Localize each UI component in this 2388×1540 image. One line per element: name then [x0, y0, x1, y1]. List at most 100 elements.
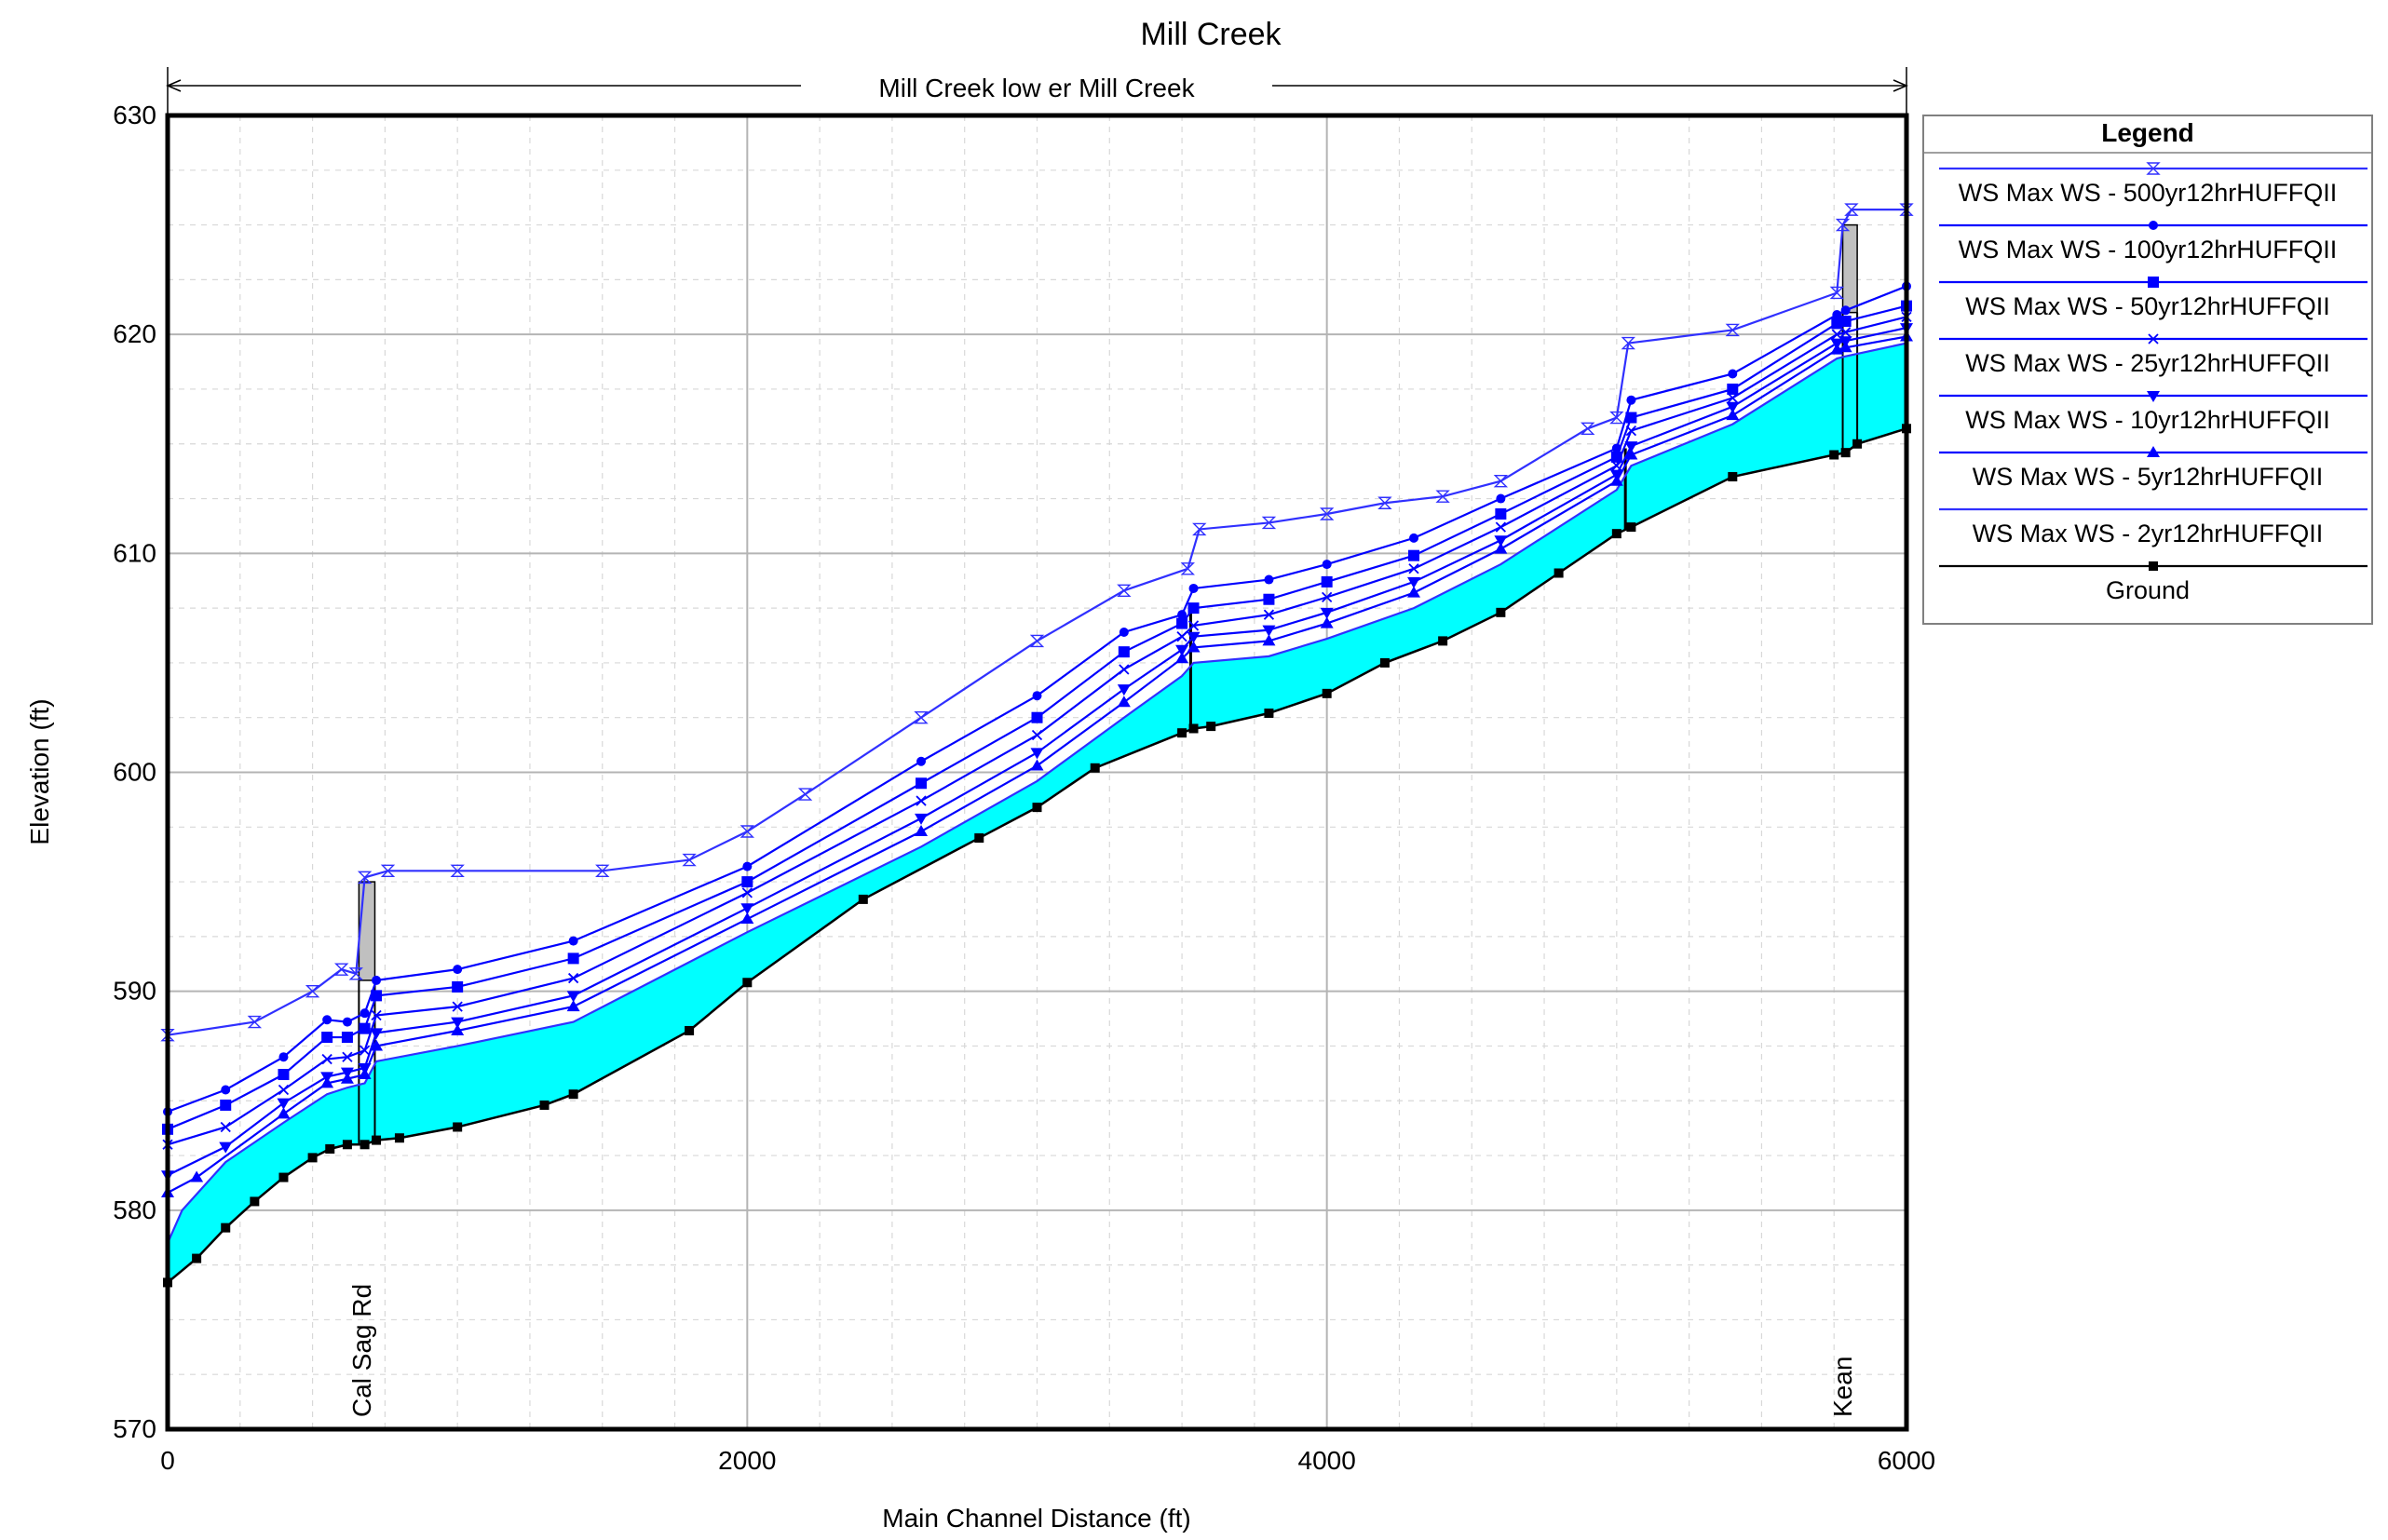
data-point	[1838, 336, 1852, 348]
data-point	[1611, 529, 1621, 539]
legend-entry: WS Max WS - 10yr12hrHUFFQII	[1939, 391, 2368, 434]
data-point	[1496, 607, 1506, 617]
data-point	[219, 1141, 233, 1154]
data-point	[1177, 610, 1187, 620]
data-point	[1188, 583, 1199, 593]
series-4	[161, 323, 1913, 1182]
data-point	[348, 967, 363, 980]
data-point	[566, 1000, 580, 1012]
data-point	[325, 1143, 335, 1154]
data-point	[1610, 451, 1622, 463]
data-point	[1118, 646, 1130, 658]
data-point	[307, 1153, 318, 1163]
data-point	[250, 1196, 260, 1207]
legend-entry: WS Max WS - 100yr12hrHUFFQII	[1939, 221, 2368, 263]
series-6	[166, 342, 1907, 1244]
y-tick-label: 600	[113, 758, 156, 787]
legend-marker	[2148, 333, 2159, 344]
data-point	[1117, 684, 1131, 696]
data-point	[1624, 448, 1638, 460]
series-line	[166, 342, 1907, 1244]
data-point	[595, 864, 610, 878]
data-point	[359, 1045, 371, 1056]
data-point	[452, 980, 464, 993]
data-point	[1626, 522, 1636, 533]
data-point	[1029, 634, 1045, 648]
data-point	[1840, 327, 1852, 338]
annotation-kean: Kean	[1828, 1357, 1857, 1417]
y-axis-label: Elevation (ft)	[25, 698, 54, 844]
data-point	[1320, 607, 1334, 619]
data-point	[1408, 549, 1420, 561]
data-point	[566, 991, 580, 1003]
data-point	[797, 788, 813, 801]
x-tick-label: 4000	[1298, 1446, 1356, 1475]
y-tick-label: 580	[113, 1196, 156, 1224]
data-point	[450, 864, 465, 878]
data-point	[1180, 562, 1195, 575]
data-point	[916, 756, 927, 766]
data-point	[916, 777, 928, 790]
y-tick-label: 590	[113, 977, 156, 1006]
data-point	[1840, 448, 1851, 458]
data-point	[685, 1025, 695, 1035]
data-point	[742, 861, 753, 871]
data-point	[1090, 763, 1100, 773]
data-point	[1119, 664, 1130, 675]
data-point	[278, 1172, 289, 1182]
water-fill	[168, 343, 1906, 1283]
data-point	[1320, 616, 1334, 628]
x-axis-ticks: 0 2000 4000 6000	[160, 1446, 1935, 1475]
data-point	[321, 1032, 333, 1044]
data-point	[1611, 443, 1621, 453]
data-point	[1321, 575, 1333, 588]
series-1	[163, 281, 1911, 1117]
data-point	[1621, 336, 1635, 350]
data-point	[190, 1170, 204, 1182]
data-point	[1438, 636, 1448, 646]
data-point	[1725, 323, 1740, 337]
data-point	[1187, 602, 1200, 615]
data-point	[741, 876, 753, 888]
data-point	[1624, 441, 1638, 453]
data-point	[858, 894, 868, 904]
data-point	[452, 1001, 463, 1012]
data-point	[915, 824, 929, 836]
data-point	[1494, 542, 1508, 554]
data-point	[740, 912, 754, 925]
data-point	[567, 972, 579, 984]
data-point	[914, 711, 929, 724]
data-point	[974, 833, 984, 844]
data-point	[1494, 535, 1508, 547]
y-axis-ticks: 570 580 590 600 610 620 630	[113, 101, 156, 1443]
legend-label: WS Max WS - 10yr12hrHUFFQII	[1965, 406, 2330, 434]
plot-frame	[165, 113, 1909, 1432]
data-point	[1262, 625, 1276, 637]
data-point	[1829, 286, 1845, 300]
data-point	[357, 871, 373, 885]
data-point	[1611, 460, 1622, 471]
data-point	[278, 1052, 289, 1062]
data-point	[278, 1084, 290, 1096]
data-point	[1322, 560, 1332, 570]
data-point	[453, 1122, 463, 1132]
data-point	[247, 1015, 263, 1029]
data-point	[1319, 507, 1335, 520]
data-point	[372, 1135, 382, 1145]
legend-label: WS Max WS - 100yr12hrHUFFQII	[1959, 236, 2338, 263]
data-point	[342, 1140, 352, 1150]
data-point	[1407, 586, 1421, 598]
data-point	[1728, 369, 1738, 379]
data-point	[916, 795, 927, 806]
data-point	[322, 1015, 332, 1025]
reach-extent-arrow	[166, 67, 1908, 114]
legend-entry: WS Max WS - 25yr12hrHUFFQII	[1939, 333, 2368, 377]
data-point	[1727, 392, 1738, 404]
data-point	[360, 1140, 370, 1150]
data-point	[1726, 409, 1740, 421]
data-point	[1407, 576, 1421, 588]
data-point	[371, 990, 383, 1002]
data-point	[1726, 401, 1740, 413]
data-point	[567, 952, 579, 965]
data-point	[1030, 748, 1044, 760]
